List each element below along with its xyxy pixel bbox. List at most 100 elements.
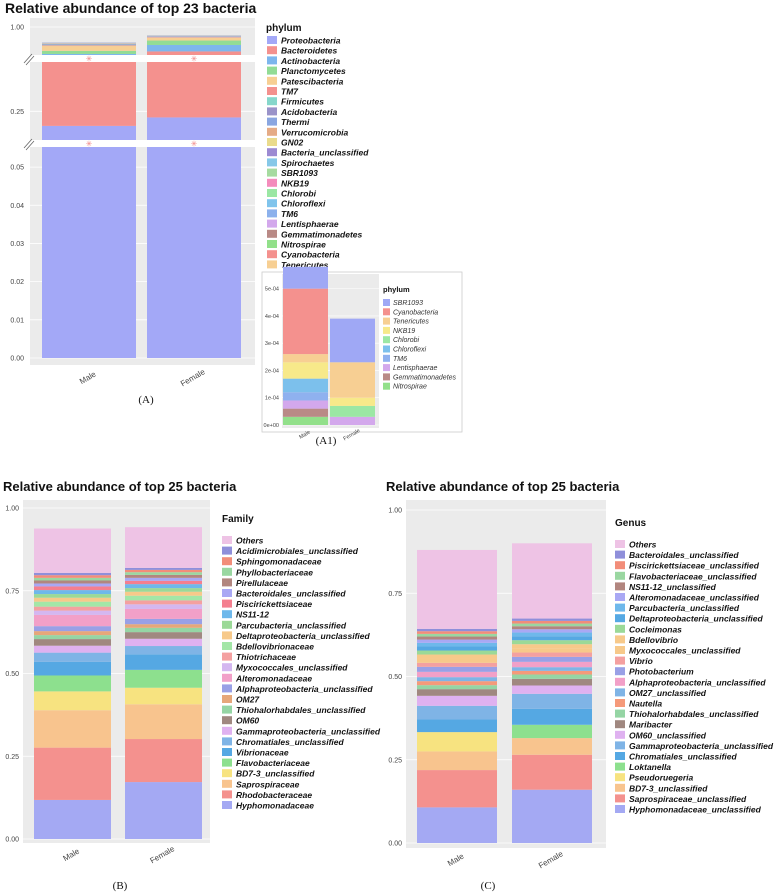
chart-b-bar-segment <box>125 646 202 655</box>
chart-c-bar-segment <box>417 633 497 637</box>
chart-b-legend-key <box>222 536 232 544</box>
chart-c-bar-segment <box>512 724 592 739</box>
chart-a-legend-label: Thermi <box>281 117 310 127</box>
chart-a-break-star: ✳ <box>191 140 198 149</box>
chart-a-bar-segment <box>147 37 241 38</box>
chart-c-bar-segment <box>417 631 497 634</box>
chart-a-legend-label: Lentisphaerae <box>281 219 339 229</box>
chart-b-legend-label: Vibrionaceae <box>236 748 289 758</box>
chart-a-break-star: ✳ <box>86 55 93 64</box>
chart-a1-legend-key <box>383 308 390 316</box>
chart-a-legend-label: Actinobacteria <box>280 56 340 66</box>
chart-b-legend-key <box>222 578 232 587</box>
chart-c: Relative abundance of top 25 bacteria 0.0… <box>386 479 774 892</box>
chart-b-bar-segment <box>125 782 202 839</box>
chart-a1-legend-label: Chlorobi <box>393 337 420 344</box>
chart-b-legend-key <box>222 673 232 682</box>
chart-c-bar-segment <box>417 628 497 632</box>
chart-b-legend-key <box>222 758 232 767</box>
chart-b-legend-label: Myxococcales_unclassified <box>236 663 348 673</box>
chart-b-legend-key <box>222 610 232 619</box>
chart-a1-legend-label: Cyanobacteria <box>393 309 438 316</box>
chart-a-legend-label: GN02 <box>281 138 303 148</box>
chart-a-legend-key <box>267 107 277 116</box>
chart-c-legend-key <box>615 699 625 707</box>
chart-c-legend-key <box>615 646 625 654</box>
chart-b-legend-label: Phyllobacteriaceae <box>236 567 313 577</box>
chart-b-legend-label: Chromatiales_unclassified <box>236 737 345 747</box>
chart-a-legend-label: Nitrospirae <box>281 240 326 250</box>
chart-c-bar-segment <box>512 693 592 709</box>
chart-b-bar-segment <box>34 583 111 587</box>
chart-b-bar-segment <box>34 586 111 591</box>
chart-c-legend-label: Alteromonadaceae_unclassified <box>628 593 760 603</box>
chart-a-y-tick: 0.05 <box>10 165 24 172</box>
chart-b-legend-key <box>222 748 232 756</box>
chart-b-legend-label: Alphaproteobacteria_unclassified <box>235 684 373 694</box>
chart-c-legend-key <box>615 730 625 739</box>
chart-c-bar-segment <box>512 618 592 621</box>
chart-b-legend-key <box>222 567 232 576</box>
chart-b-legend-key <box>222 663 232 672</box>
chart-b-legend-label: NS11-12 <box>236 610 269 620</box>
chart-a1-bar-segment <box>283 362 328 379</box>
chart-a1-y-tick: 2e-04 <box>265 368 279 374</box>
chart-c-legend-label: NS11-12_unclassified <box>629 582 717 592</box>
chart-a1-y-tick: 0e+00 <box>264 423 279 429</box>
chart-b-legend-label: Deltaproteobacteria_unclassified <box>236 631 370 641</box>
chart-c-bar-segment <box>512 738 592 755</box>
chart-a-bar-segment <box>42 45 136 47</box>
chart-a-bar-segment <box>42 59 136 126</box>
chart-c-legend-label: Cocleimonas <box>629 624 682 634</box>
chart-a-legend-key <box>267 219 277 228</box>
chart-c-legend-label: Others <box>629 540 657 550</box>
chart-b-legend-key <box>222 684 232 693</box>
chart-b-bar-segment <box>125 632 202 639</box>
chart-b-y-tick: 0.50 <box>5 671 19 678</box>
chart-c-legend-title: Genus <box>615 518 647 529</box>
chart-c-y-tick: 0.75 <box>388 591 402 598</box>
chart-b-bar-segment <box>34 747 111 800</box>
chart-b-bar-segment <box>34 606 111 611</box>
chart-a-break-star: ✳ <box>86 140 93 149</box>
chart-c-legend-label: Thiohalorhabdales_unclassified <box>629 709 759 719</box>
chart-c-bar-segment <box>417 650 497 655</box>
chart-a-legend-label: Patescibacteria <box>281 76 344 86</box>
chart-c-bar-segment <box>417 666 497 672</box>
chart-c-y-tick: 0.25 <box>388 757 402 764</box>
chart-b-bar-segment <box>125 669 202 688</box>
chart-c-legend-key <box>615 571 625 580</box>
chart-a-y-tick: 0.02 <box>10 279 24 286</box>
chart-a1-y-tick: 1e-04 <box>265 396 279 402</box>
chart-c-legend-label: Saprospiraceae_unclassified <box>629 794 747 804</box>
chart-a-break-mark <box>23 138 35 151</box>
chart-c-legend-label: Photobacterium <box>629 667 694 677</box>
chart-a-legend-label: Verrucomicrobia <box>281 127 349 137</box>
chart-b-y-tick: 0.25 <box>5 754 19 761</box>
chart-a-legend-key <box>267 189 277 197</box>
chart-c-title: Relative abundance of top 25 bacteria <box>386 479 620 494</box>
chart-c-legend-label: Nautella <box>629 699 662 709</box>
chart-a-bar-segment <box>42 46 136 51</box>
chart-b-bar-segment <box>125 577 202 581</box>
chart-b-bar-segment <box>34 626 111 632</box>
chart-c-bar-segment <box>417 636 497 640</box>
chart-c-legend-key <box>615 709 625 718</box>
chart-a-axis-break <box>20 55 260 62</box>
chart-a-legend-key <box>267 56 277 65</box>
chart-a1-legend-key <box>383 364 390 372</box>
chart-a1-bar-segment <box>283 354 328 363</box>
chart-c-x-tick: Female <box>537 849 565 870</box>
chart-b-legend-key <box>222 716 232 725</box>
chart-b-bar-segment <box>34 652 111 662</box>
chart-c-legend-key <box>615 540 625 548</box>
chart-a-break-star: ✳ <box>191 55 198 64</box>
chart-c-bar-segment <box>512 623 592 627</box>
chart-c-legend-label: Bacteroidales_unclassified <box>629 550 739 560</box>
chart-c-bar-segment <box>512 661 592 668</box>
chart-b-legend-label: Piscirickettsiaceae <box>236 599 312 609</box>
chart-c-legend-key <box>615 783 625 792</box>
chart-b-legend-label: OM60 <box>236 716 259 726</box>
chart-a-legend-key <box>267 148 277 157</box>
chart-a-legend-key <box>267 138 277 146</box>
